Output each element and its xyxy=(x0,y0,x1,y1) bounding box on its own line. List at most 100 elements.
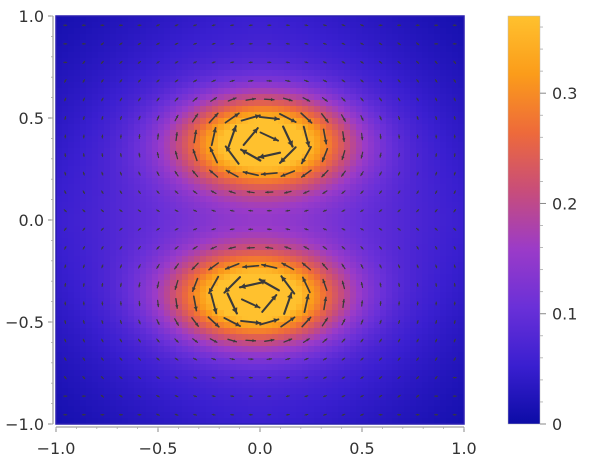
density-cell xyxy=(164,340,171,347)
density-cell xyxy=(458,340,464,347)
density-cell xyxy=(314,370,321,377)
arrow-head xyxy=(101,135,104,138)
density-cell xyxy=(314,262,321,269)
density-cell xyxy=(188,328,195,335)
density-cell xyxy=(434,382,441,389)
density-cell xyxy=(188,250,195,257)
density-cell xyxy=(80,40,87,47)
density-cell xyxy=(104,88,111,95)
density-cell xyxy=(296,286,303,293)
density-cell xyxy=(68,202,75,209)
density-cell xyxy=(176,406,183,413)
density-cell xyxy=(200,112,207,119)
density-cell xyxy=(308,412,315,419)
density-cell xyxy=(242,418,249,424)
density-cell xyxy=(236,202,243,209)
density-cell xyxy=(410,148,417,155)
density-cell xyxy=(398,232,405,239)
density-cell xyxy=(182,34,189,41)
density-cell xyxy=(332,256,339,263)
density-cell xyxy=(218,322,225,329)
density-cell xyxy=(254,118,261,125)
density-cell xyxy=(74,274,81,281)
density-cell xyxy=(140,160,147,167)
density-cell xyxy=(92,316,99,323)
density-cell xyxy=(140,244,147,251)
density-cell xyxy=(392,196,399,203)
density-cell xyxy=(146,328,153,335)
density-cell xyxy=(200,274,207,281)
density-cell xyxy=(302,250,309,257)
arrow-head xyxy=(82,265,86,268)
density-cell xyxy=(290,88,297,95)
density-cell xyxy=(152,148,159,155)
density-cell xyxy=(266,376,273,383)
density-cell xyxy=(98,400,105,407)
density-cell xyxy=(104,148,111,155)
density-cell xyxy=(392,280,399,287)
density-cell xyxy=(98,220,105,227)
density-cell xyxy=(386,148,393,155)
density-cell xyxy=(80,322,87,329)
density-cell xyxy=(116,142,123,149)
density-cell xyxy=(242,364,249,371)
density-cell xyxy=(320,388,327,395)
density-cell xyxy=(398,154,405,161)
density-cell xyxy=(392,388,399,395)
density-cell xyxy=(56,322,63,329)
density-cell xyxy=(92,292,99,299)
density-cell xyxy=(206,166,213,173)
density-cell xyxy=(230,58,237,65)
density-cell xyxy=(440,310,447,317)
density-cell xyxy=(266,82,273,89)
density-cell xyxy=(356,400,363,407)
density-cell xyxy=(416,358,423,365)
density-cell xyxy=(128,412,135,419)
density-cell xyxy=(188,298,195,305)
density-cell xyxy=(302,346,309,353)
density-cell xyxy=(92,100,99,107)
density-cell xyxy=(104,16,111,23)
density-cell xyxy=(128,82,135,89)
density-cell xyxy=(386,304,393,311)
density-cell xyxy=(350,262,357,269)
density-cell xyxy=(140,316,147,323)
density-cell xyxy=(356,346,363,353)
density-cell xyxy=(386,262,393,269)
density-cell xyxy=(458,202,464,209)
density-cell xyxy=(236,286,243,293)
density-cell xyxy=(296,412,303,419)
density-cell xyxy=(140,358,147,365)
density-cell xyxy=(320,310,327,317)
density-cell xyxy=(272,82,279,89)
density-cell xyxy=(254,244,261,251)
vector-arrow xyxy=(119,134,122,139)
density-cell xyxy=(302,64,309,71)
density-cell xyxy=(410,70,417,77)
density-cell xyxy=(236,190,243,197)
density-cell xyxy=(362,262,369,269)
density-cell xyxy=(254,154,261,161)
density-cell xyxy=(164,16,171,23)
density-cell xyxy=(434,142,441,149)
density-cell xyxy=(218,178,225,185)
density-cell xyxy=(254,316,261,323)
density-cell xyxy=(152,388,159,395)
density-cell xyxy=(344,160,351,167)
arrow-head xyxy=(82,135,85,138)
density-cell xyxy=(380,364,387,371)
density-cell xyxy=(236,256,243,263)
density-cell xyxy=(134,52,141,59)
density-cell xyxy=(320,94,327,101)
density-cell xyxy=(404,190,411,197)
density-cell xyxy=(416,406,423,413)
density-cell xyxy=(410,160,417,167)
density-cell xyxy=(422,112,429,119)
arrow-head xyxy=(101,395,104,398)
density-cell xyxy=(296,136,303,143)
density-cell xyxy=(152,88,159,95)
density-cell xyxy=(458,220,464,227)
density-cell xyxy=(74,34,81,41)
density-cell xyxy=(122,358,129,365)
density-cell xyxy=(146,16,153,23)
